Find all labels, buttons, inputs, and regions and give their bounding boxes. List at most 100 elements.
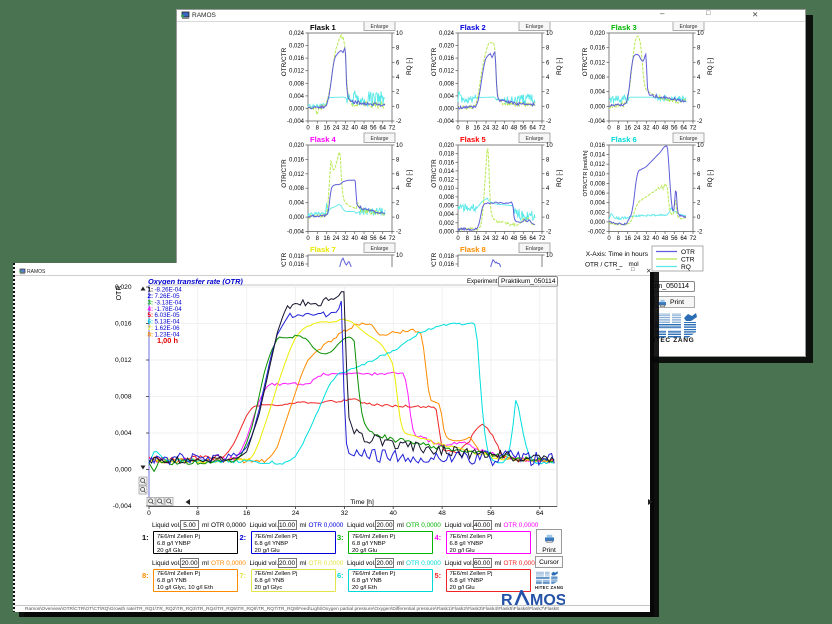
svg-text:0,016: 0,016 <box>439 262 455 268</box>
svg-text:24: 24 <box>333 126 340 132</box>
svg-text:64: 64 <box>379 126 386 132</box>
svg-text:0,008: 0,008 <box>115 394 132 401</box>
svg-text:56: 56 <box>520 126 527 132</box>
svg-text:0: 0 <box>607 126 611 132</box>
svg-text:0,020: 0,020 <box>115 284 132 291</box>
svg-text:-3.13E-04: -3.13E-04 <box>155 299 183 306</box>
svg-text:64: 64 <box>529 236 536 242</box>
svg-text:0: 0 <box>456 126 460 132</box>
svg-text:mol: mol <box>629 261 639 268</box>
svg-text:0: 0 <box>546 215 550 221</box>
svg-text:16: 16 <box>473 126 480 132</box>
svg-text:-2: -2 <box>697 119 703 125</box>
svg-text:24: 24 <box>483 126 490 132</box>
svg-text:48: 48 <box>361 126 368 132</box>
svg-text:10: 10 <box>546 31 553 37</box>
svg-text:0,002: 0,002 <box>590 210 606 216</box>
svg-text:RQ [-]: RQ [-] <box>556 58 563 75</box>
svg-text:72: 72 <box>389 236 396 242</box>
svg-text:0,012: 0,012 <box>439 178 455 184</box>
svg-text:64: 64 <box>529 126 536 132</box>
svg-text:Flask 5: Flask 5 <box>460 135 487 144</box>
svg-text:8: 8 <box>316 126 320 132</box>
svg-text:48: 48 <box>361 236 368 242</box>
svg-text:Flask 3: Flask 3 <box>611 23 637 32</box>
svg-text:RQ [-]: RQ [-] <box>556 170 563 187</box>
svg-text:OTR/CTR: OTR/CTR <box>281 47 288 76</box>
svg-text:-0,004: -0,004 <box>287 230 305 236</box>
svg-text:6: 6 <box>546 172 550 178</box>
svg-text:8: 8 <box>396 46 400 52</box>
svg-text:0,020: 0,020 <box>439 143 455 149</box>
svg-text:0,012: 0,012 <box>115 357 132 364</box>
svg-text:OTR/CTR: OTR/CTR <box>582 47 589 76</box>
svg-text:OTR/CTR: OTR/CTR <box>281 159 288 188</box>
svg-text:OTR: OTR <box>681 249 695 256</box>
svg-text:6: 6 <box>396 60 400 66</box>
svg-text:16: 16 <box>624 126 631 132</box>
svg-text:16: 16 <box>243 510 251 517</box>
svg-text:7.26E-05: 7.26E-05 <box>155 293 181 300</box>
svg-text:2: 2 <box>697 201 701 207</box>
svg-text:40: 40 <box>390 510 398 517</box>
svg-text:0,010: 0,010 <box>590 172 606 178</box>
svg-text:0,004: 0,004 <box>115 430 132 437</box>
svg-text:32: 32 <box>341 510 349 517</box>
svg-text:0,004: 0,004 <box>439 94 455 100</box>
svg-text:Flask 2: Flask 2 <box>460 23 486 32</box>
svg-text:10: 10 <box>697 143 704 149</box>
svg-text:Flask 1: Flask 1 <box>310 23 337 32</box>
svg-text:OTR/CTR: OTR/CTR <box>281 252 288 281</box>
svg-text:10: 10 <box>546 143 553 149</box>
svg-text:0: 0 <box>147 510 151 517</box>
svg-text:8: 8 <box>466 236 470 242</box>
svg-text:40: 40 <box>501 126 508 132</box>
svg-text:0,008: 0,008 <box>590 75 606 81</box>
svg-text:4: 4 <box>697 75 701 81</box>
svg-text:6: 6 <box>396 172 400 178</box>
svg-text:6:: 6: <box>148 319 154 326</box>
svg-text:10: 10 <box>546 253 553 259</box>
svg-text:Flask 7: Flask 7 <box>310 245 336 254</box>
svg-text:0,008: 0,008 <box>289 186 305 192</box>
svg-text:0,004: 0,004 <box>289 201 305 207</box>
svg-text:0,000: 0,000 <box>439 230 455 236</box>
svg-text:0: 0 <box>306 236 310 242</box>
svg-text:40: 40 <box>652 126 659 132</box>
svg-text:0,004: 0,004 <box>590 201 606 207</box>
svg-text:40: 40 <box>501 236 508 242</box>
svg-text:4:: 4: <box>148 306 154 313</box>
svg-text:0,000: 0,000 <box>590 104 606 110</box>
svg-text:10: 10 <box>396 31 403 37</box>
svg-text:2:: 2: <box>148 293 154 300</box>
svg-text:R: R <box>501 592 513 608</box>
svg-text:-2: -2 <box>546 119 552 125</box>
svg-text:CTR: CTR <box>681 257 695 264</box>
svg-text:8: 8 <box>196 510 200 517</box>
svg-text:1.23E-04: 1.23E-04 <box>155 331 181 338</box>
svg-text:0,016: 0,016 <box>289 157 305 163</box>
svg-text:0,000: 0,000 <box>115 467 132 474</box>
svg-text:48: 48 <box>662 236 669 242</box>
svg-text:0,008: 0,008 <box>590 181 606 187</box>
svg-text:32: 32 <box>342 236 349 242</box>
svg-text:0,004: 0,004 <box>590 90 606 96</box>
svg-text:Time [h]: Time [h] <box>350 499 374 506</box>
svg-text:24: 24 <box>634 126 641 132</box>
svg-text:0,020: 0,020 <box>289 143 305 149</box>
svg-text:16: 16 <box>473 236 480 242</box>
svg-text:2: 2 <box>546 201 550 207</box>
svg-text:64: 64 <box>379 236 386 242</box>
svg-text:7:: 7: <box>148 325 154 332</box>
svg-text:6.03E-05: 6.03E-05 <box>155 312 181 319</box>
svg-text:OTR/CTR: OTR/CTR <box>431 47 438 76</box>
svg-text:0: 0 <box>456 236 460 242</box>
svg-text:0,012: 0,012 <box>289 172 305 178</box>
svg-text:Flask 8: Flask 8 <box>460 245 486 254</box>
svg-text:4: 4 <box>546 75 550 81</box>
svg-text:2: 2 <box>697 90 701 96</box>
svg-text:-0,004: -0,004 <box>437 119 455 125</box>
svg-text:0,024: 0,024 <box>289 31 305 37</box>
svg-text:4: 4 <box>546 186 550 192</box>
svg-text:56: 56 <box>370 236 377 242</box>
